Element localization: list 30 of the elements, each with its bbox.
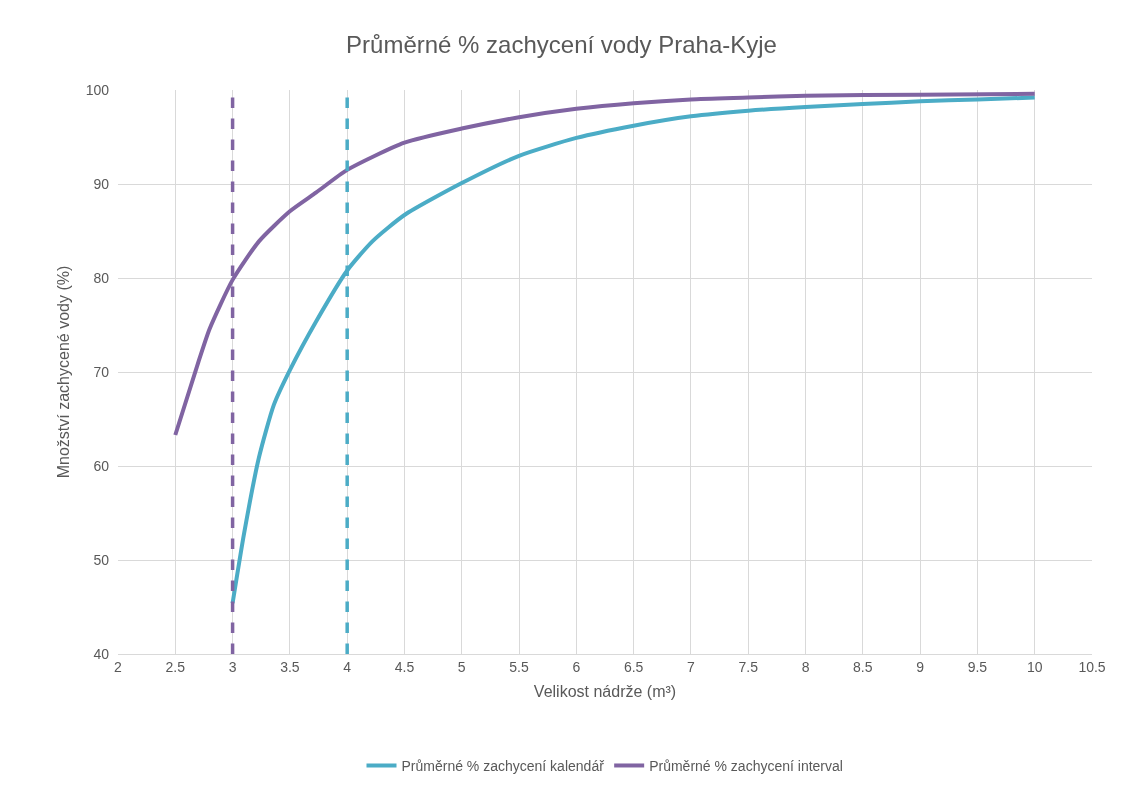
x-tick-label: 3 [228,658,237,675]
y-tick-label: 40 [93,645,110,662]
x-tick-label: 7 [687,658,696,675]
y-tick-label: 70 [93,363,110,380]
x-tick-label: 4.5 [394,658,415,675]
x-tick-label: 3.5 [280,658,300,675]
x-tick-label: 8 [801,658,810,675]
x-tick-label: 10 [1026,658,1043,675]
y-tick-label: 50 [93,551,110,568]
x-tick-label: 9 [916,658,925,675]
x-tick-label: 10.5 [1078,658,1106,675]
y-tick-label: 60 [93,457,110,474]
x-tick-label: 5 [457,658,466,675]
x-axis-title: Velikost nádrže (m³) [533,683,677,701]
x-tick-label: 4 [343,658,352,675]
y-tick-label: 90 [93,175,110,192]
x-tick-label: 6 [572,658,581,675]
x-tick-label: 7.5 [738,658,759,675]
y-tick-label: 100 [85,81,110,98]
y-tick-label: 80 [93,269,110,286]
x-tick-label: 6.5 [623,658,644,675]
legend-label: Průměrné % zachycení kalendář [401,757,605,774]
x-tick-label: 2.5 [165,658,186,675]
chart-title: Průměrné % zachycení vody Praha-Kyje [346,30,777,58]
legend-label: Průměrné % zachycení interval [649,757,843,774]
x-tick-label: 9.5 [967,658,988,675]
y-axis-title: Množství zachycené vody (%) [54,265,72,479]
x-tick-label: 8.5 [853,658,873,675]
x-tick-label: 2 [114,658,123,675]
x-tick-label: 5.5 [509,658,529,675]
